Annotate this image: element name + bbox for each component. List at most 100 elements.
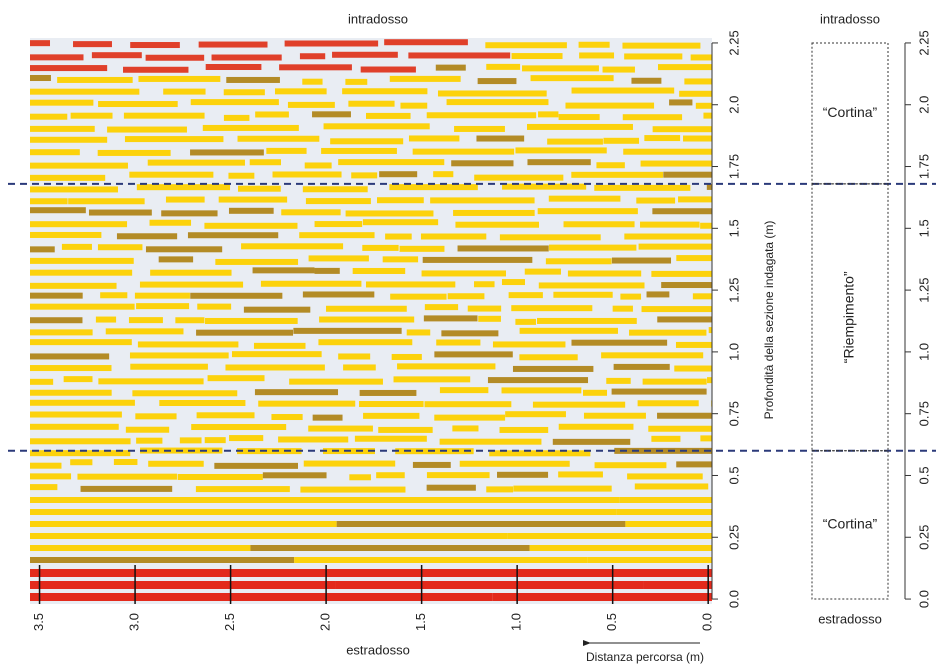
stripe [30,339,132,346]
stripe [299,232,375,239]
stripe [529,545,712,551]
stripe [603,137,640,144]
stripe [30,174,106,181]
x-tick-label: 3.0 [127,613,142,631]
stripe [116,233,178,240]
stripe [204,222,298,229]
stripe [30,545,251,551]
stripe [225,364,325,371]
stripe [384,39,468,46]
stripe [393,376,471,383]
stripe [321,147,397,154]
stripe [281,209,341,216]
stripe [663,171,712,178]
stripe [223,114,250,121]
stripe [474,281,495,288]
stripe [30,473,72,480]
stripe [627,473,703,480]
stripe [253,342,306,349]
stripe [150,269,232,276]
stripe [30,257,134,264]
stripe [308,255,369,262]
stripe [30,450,131,457]
layer-label: “Riempimento” [841,271,857,363]
stripe [91,52,142,59]
stripe [400,102,428,109]
stripe [134,292,190,299]
stripe [187,232,279,239]
stripe [287,101,335,108]
stripe [513,485,612,492]
stripe [477,78,517,85]
stripe [452,425,479,432]
stripe [623,148,712,155]
stripe [73,41,112,48]
stripe [435,64,466,71]
stripe [123,66,189,73]
stripe [571,339,668,346]
stripe [205,317,298,324]
stripe [30,65,108,72]
y-tick-label: 1.75 [916,154,931,179]
stripe [453,209,535,216]
stripe [474,174,564,181]
stripe [638,243,712,250]
stripe [363,412,420,419]
y-tick-label: 0.75 [726,401,741,426]
stripe [360,66,416,73]
stripe [70,459,93,466]
section-top-label: intradosso [820,11,880,26]
stripe [616,509,712,515]
stripe [692,293,712,300]
stripe [434,351,513,358]
stripe [614,447,712,454]
stripe [640,221,700,228]
y-tick-label: 1.0 [916,343,931,361]
y-tick-label: 1.25 [726,277,741,302]
stripe [300,486,406,493]
stripe [177,474,263,481]
stripe [214,462,298,469]
stripe [218,196,288,203]
stripe [657,316,712,323]
stripe [678,196,712,203]
stripe [437,90,547,97]
stripe [524,268,561,275]
stripe [426,112,537,119]
y-tick-label: 1.0 [726,343,741,361]
stripe [348,100,395,107]
stripe [478,315,501,322]
stripe [30,303,135,310]
stripe [147,159,245,166]
stripe [30,149,80,156]
stripe [558,423,634,430]
stripe [30,509,617,515]
stripe [512,365,594,372]
stripe [553,291,613,298]
stripe [587,557,712,563]
stripe [611,388,707,395]
stripe [389,184,478,191]
stripe [640,160,712,167]
stripe [634,483,709,490]
stripe [149,219,192,226]
stripe [571,171,664,178]
x-tick-label: 1.5 [413,613,428,631]
stripe [434,414,506,421]
stripe [362,244,399,251]
stripe [454,125,505,132]
stripe [631,77,662,84]
stripe [136,303,190,310]
stripe [30,557,295,563]
stripe [30,593,493,601]
stripe [486,63,521,70]
stripe [366,112,411,119]
stripe [648,425,712,432]
stripe [330,138,404,145]
stripe [412,148,515,155]
y-tick-label: 0.75 [916,401,931,426]
stripe [624,233,712,240]
stripe [30,569,519,577]
stripe [578,41,610,48]
stripe [30,497,620,503]
